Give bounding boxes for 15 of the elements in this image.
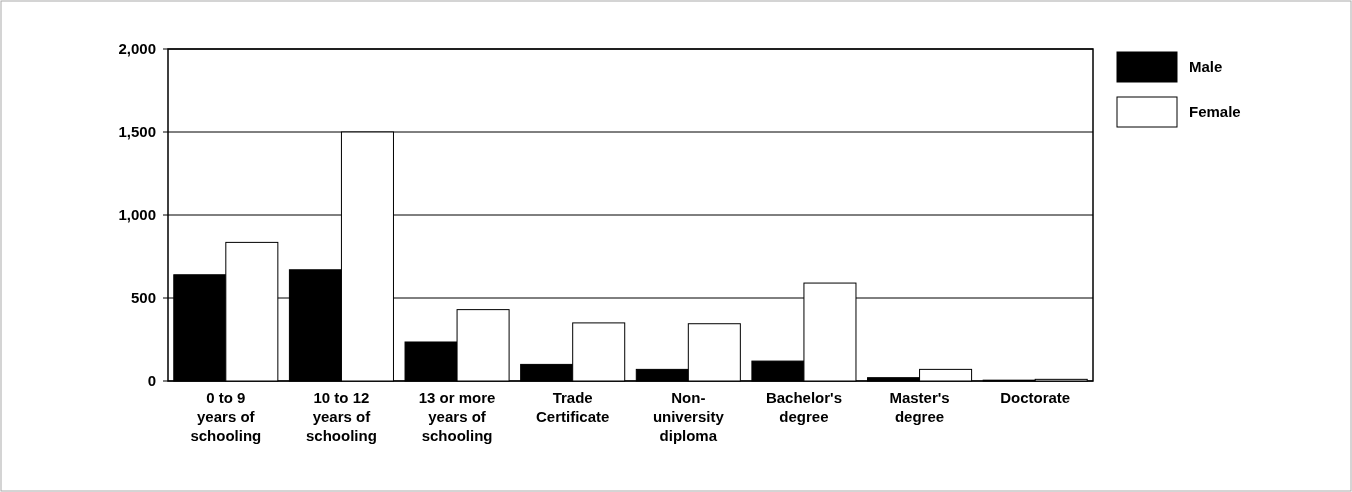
legend-label: Male bbox=[1189, 58, 1223, 76]
x-tick-label: Doctorate bbox=[1000, 389, 1071, 406]
x-tick-label: Bachelor's degree bbox=[765, 389, 842, 425]
legend-label: Female bbox=[1189, 103, 1241, 121]
x-tick-label: 10 to 12 years of schooling bbox=[306, 389, 377, 444]
x-tick-label: Trade Certificate bbox=[536, 389, 610, 425]
y-tick-label: 1,000 bbox=[118, 206, 156, 224]
y-tick-label: 1,500 bbox=[118, 123, 156, 141]
y-tick-label: 500 bbox=[130, 289, 156, 307]
y-tick-label: 0 bbox=[147, 372, 156, 390]
x-tick-label: Non- university diploma bbox=[652, 389, 725, 444]
y-tick-label: 2,000 bbox=[118, 40, 156, 58]
x-tick-label: 0 to 9 years of schooling bbox=[190, 389, 262, 444]
x-tick-label: 13 or more years of schooling bbox=[418, 389, 496, 444]
x-tick-label: Master's degree bbox=[889, 389, 950, 425]
